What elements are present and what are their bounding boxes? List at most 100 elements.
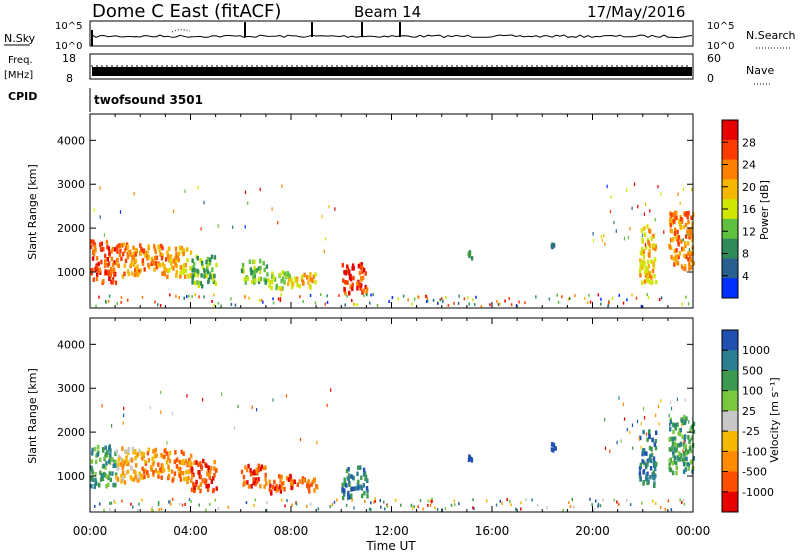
speckle-cell	[253, 503, 255, 507]
speckle-cell	[626, 298, 628, 302]
echo-cell	[104, 472, 107, 478]
speckle-cell	[178, 502, 181, 506]
echo-cell	[90, 270, 93, 276]
echo-cell	[95, 264, 98, 270]
speckle-cell	[664, 508, 667, 511]
speckle-cell	[645, 202, 647, 207]
echo-cell	[196, 256, 199, 261]
echo-cell	[648, 248, 651, 254]
echo-cell	[213, 459, 216, 465]
echo-cell	[641, 265, 644, 271]
speckle-cell	[450, 503, 453, 507]
echo-cell	[215, 486, 218, 491]
speckle-cell	[95, 304, 97, 308]
echo-cell	[206, 262, 210, 268]
echo-cell	[670, 212, 673, 218]
speckle-cell	[691, 417, 693, 421]
echo-cell	[138, 471, 141, 476]
speckle-cell	[203, 295, 205, 299]
echo-cell	[360, 475, 363, 480]
speckle-cell	[515, 304, 518, 308]
echo-cell	[92, 277, 95, 282]
echo-cell	[122, 476, 125, 481]
speckle-cell	[173, 209, 175, 214]
echo-cell	[206, 471, 209, 477]
echo-cell	[290, 481, 293, 487]
speckle-cell	[111, 424, 113, 428]
echo-cell	[175, 464, 179, 469]
speckle-cell	[302, 300, 304, 304]
echo-cell	[190, 453, 193, 459]
speckle-cell	[587, 301, 589, 305]
speckle-cell	[137, 508, 139, 512]
power-y-axis-label: Slant Range [km]	[26, 164, 39, 260]
echo-cell	[668, 464, 671, 469]
echo-cell	[687, 435, 690, 440]
echo-cell	[273, 486, 277, 491]
speckle-cell	[251, 405, 253, 409]
echo-cell	[207, 465, 210, 470]
echo-cell	[259, 265, 262, 271]
speckle-cell	[277, 220, 279, 225]
echo-cell	[357, 486, 360, 491]
echo-cell	[647, 458, 650, 463]
speckle-cell	[561, 295, 563, 299]
speckle-cell	[669, 400, 672, 404]
echo-cell	[125, 456, 128, 462]
speckle-cell	[682, 238, 684, 242]
echo-cell	[206, 469, 210, 474]
speckle-cell	[687, 302, 690, 306]
echo-cell	[638, 471, 642, 476]
speckle-cell	[597, 504, 599, 508]
echo-cell	[366, 493, 369, 499]
echo-cell	[361, 493, 364, 499]
echo-cell	[639, 250, 643, 256]
speckle-cell	[103, 508, 105, 512]
speckle-cell	[680, 500, 683, 504]
speckle-cell	[374, 499, 376, 503]
echo-cell	[642, 254, 646, 259]
echo-cell	[684, 212, 687, 217]
echo-cell	[356, 482, 360, 487]
echo-cell	[684, 266, 687, 272]
speckle-cell	[184, 502, 186, 506]
echo-cell	[258, 277, 261, 282]
echo-cell	[132, 261, 135, 267]
power-x-tick-marks	[89, 114, 694, 308]
echo-cell	[119, 462, 123, 467]
echo-cell	[90, 483, 93, 489]
y-tick-label: 2000	[57, 426, 85, 439]
speckle-cell	[442, 299, 444, 303]
speckle-cell	[615, 229, 617, 233]
echo-cell	[358, 270, 362, 276]
echo-cell	[167, 464, 170, 469]
echo-cell	[117, 263, 120, 269]
speckle-cell	[280, 293, 282, 297]
echo-cell	[119, 248, 122, 254]
echo-cell	[641, 280, 644, 285]
echo-cell	[114, 482, 117, 488]
colorbar-tick-label: 1000	[742, 344, 770, 357]
speckle-cell	[353, 506, 355, 510]
echo-cell	[291, 281, 295, 287]
echo-cell	[682, 224, 685, 230]
speckle-cell	[588, 293, 590, 297]
echo-cell	[550, 442, 554, 447]
speckle-cell	[681, 423, 683, 427]
echo-cell	[550, 447, 554, 452]
echo-cell	[90, 239, 93, 244]
echo-cell	[271, 271, 274, 277]
noise-trace-line	[91, 34, 693, 39]
echo-cell	[94, 480, 97, 485]
echo-cell	[109, 269, 113, 274]
echo-cell	[688, 446, 692, 452]
nave-tick-top: 60	[707, 52, 721, 65]
echo-cell	[360, 283, 363, 288]
freq-tick-bottom: 8	[66, 72, 73, 85]
echo-cell	[362, 275, 365, 281]
echo-cell	[675, 465, 678, 471]
nsearch-label: N.Search	[746, 29, 796, 42]
echo-cell	[129, 458, 132, 463]
echo-cell	[136, 478, 139, 483]
speckle-cell	[244, 295, 246, 299]
